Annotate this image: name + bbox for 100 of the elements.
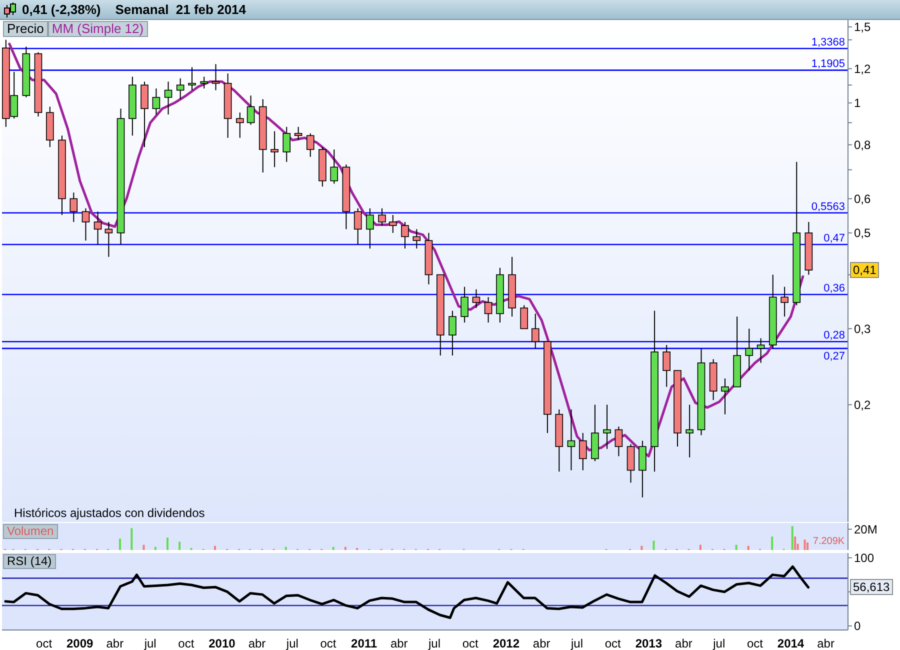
ref-line-label: 1,3368: [811, 36, 845, 48]
bar: [771, 536, 774, 550]
candlestick: [460, 286, 468, 324]
x-tick-label: 2010: [208, 636, 236, 650]
candlestick: [603, 404, 611, 450]
bar: [166, 538, 168, 550]
candlestick: [188, 66, 196, 91]
bar: [699, 544, 702, 550]
candlestick: [745, 328, 754, 372]
candlestick: [236, 112, 244, 138]
x-tick-label: oct: [320, 636, 337, 650]
x-tick-label: jul: [570, 636, 584, 650]
bar: [214, 546, 216, 550]
bar: [332, 546, 334, 550]
candlestick: [638, 440, 646, 498]
candlestick: [152, 88, 160, 116]
y-tick-label: 0,5: [854, 226, 872, 240]
candlestick: [401, 221, 409, 250]
bar: [652, 540, 655, 550]
candlestick: [578, 432, 587, 471]
x-tick-label: abr: [675, 636, 692, 650]
candlestick: [70, 192, 78, 222]
chart-title: Volumen: [3, 524, 58, 539]
candlestick: [756, 338, 765, 364]
x-tick-label: oct: [178, 636, 195, 650]
bar: [130, 528, 133, 550]
text: MM (Simple 12): [48, 21, 148, 37]
annotation: Históricos ajustados con dividendos: [14, 506, 205, 520]
candlestick: [626, 444, 635, 484]
ref-line-label: 0,27: [824, 350, 845, 362]
candlestick: [140, 81, 148, 148]
y-tick-label: 0,2: [854, 398, 872, 412]
candlestick: [448, 310, 456, 356]
candlestick: [721, 378, 729, 415]
candlestick: [366, 208, 374, 250]
chart-title: RSI (14): [3, 554, 56, 569]
y-tick-label: 0,3: [854, 322, 872, 336]
candlestick: [282, 126, 291, 162]
bar: [791, 526, 794, 550]
bar: [747, 546, 750, 550]
bar: [142, 544, 145, 550]
candlestick: [104, 221, 113, 258]
x-tick-label: abr: [817, 636, 834, 650]
y-tick-label: 100: [854, 551, 874, 566]
candlestick: [614, 426, 623, 457]
annotation: 56,613: [850, 579, 893, 596]
candlestick: [378, 208, 386, 226]
x-tick-label: 2013: [635, 636, 662, 650]
ref-line-label: 0,36: [824, 282, 845, 294]
bar: [154, 546, 156, 550]
chart-title: 0,41 (-2,38%) Semanal 21 feb 2014: [22, 2, 246, 18]
ref-line-label: 0,5563: [811, 200, 845, 213]
y-tick-label: 1,2: [854, 62, 872, 76]
y-tick-label: 0,6: [854, 192, 872, 206]
annotation: 0,41: [850, 262, 880, 278]
candlestick: [472, 288, 480, 308]
annotation: 7.209K: [812, 536, 845, 548]
x-tick-label: jul: [712, 636, 726, 650]
candlestick: [389, 214, 397, 234]
candlestick: [306, 132, 314, 158]
y-tick-label: 0,8: [854, 138, 872, 152]
x-tick-label: abr: [106, 636, 124, 650]
y-tick-label: 1: [854, 96, 861, 110]
y-tick-label: 1,5: [854, 20, 872, 34]
candlestick: [531, 313, 540, 349]
candlestick: [294, 126, 302, 141]
candlestick: [520, 304, 528, 330]
candlestick: [270, 130, 278, 168]
x-tick-label: oct: [746, 636, 764, 650]
bar: [640, 546, 643, 550]
series-label: Precio: [3, 21, 48, 37]
bar: [178, 542, 181, 550]
bar: [806, 542, 809, 550]
x-tick-label: oct: [462, 636, 480, 650]
candlestick: [484, 296, 492, 324]
bar: [794, 536, 796, 550]
x-tick-label: 2014: [777, 636, 804, 650]
candlestick: [94, 211, 102, 245]
candlestick: [567, 408, 576, 471]
x-tick-label: 2011: [351, 636, 378, 650]
candlestick: [246, 95, 255, 126]
bar: [118, 538, 121, 550]
ref-line-label: 0,28: [824, 330, 845, 342]
bar: [284, 546, 287, 550]
candlestick: [662, 344, 670, 388]
ref-line-label: 1,1905: [811, 58, 845, 70]
candlestick: [686, 404, 694, 458]
bar: [804, 540, 806, 550]
candlestick: [176, 78, 184, 100]
bar: [735, 544, 738, 550]
y-tick-label: 20M: [854, 522, 878, 536]
x-tick-label: 2012: [492, 636, 520, 650]
ref-line-label: 0,47: [824, 232, 845, 244]
candlestick: [780, 286, 788, 318]
candlestick: [330, 149, 338, 184]
candlestick: [354, 208, 362, 245]
x-tick-label: abr: [532, 636, 550, 650]
x-tick-label: 2009: [66, 636, 94, 650]
candlestick: [164, 81, 172, 116]
x-tick-label: abr: [390, 636, 408, 650]
